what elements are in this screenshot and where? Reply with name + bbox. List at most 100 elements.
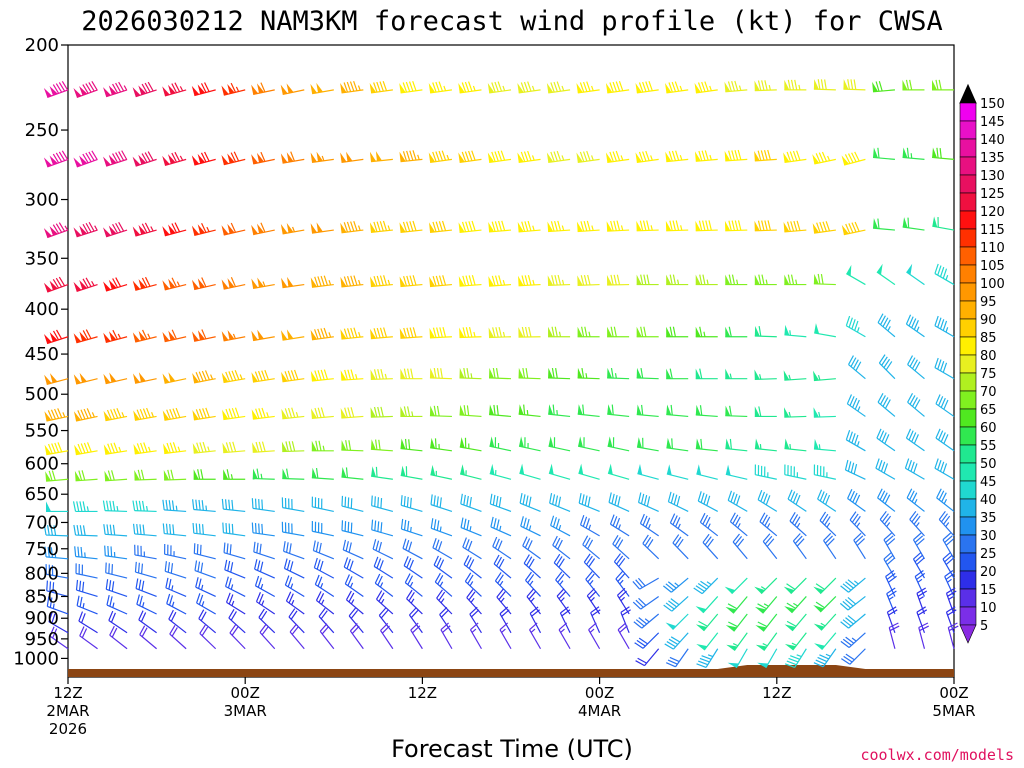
wind-barb-flag — [54, 442, 60, 453]
wind-barb-flag — [471, 150, 476, 161]
wind-barb-pennant — [251, 278, 258, 289]
wind-barb-half-flag — [766, 523, 771, 529]
wind-barb — [43, 524, 69, 537]
wind-barb-flag — [165, 499, 168, 511]
wind-barb-pennant — [459, 437, 465, 448]
wind-barb-flag — [880, 395, 886, 405]
wind-barb-flag — [380, 609, 389, 619]
wind-barb-pennant — [695, 438, 701, 450]
wind-barb — [907, 393, 925, 417]
wind-barb-flag — [520, 151, 526, 162]
wind-barb-pennant — [754, 220, 760, 231]
wind-barb-half-flag — [469, 581, 474, 587]
wind-barb-staff — [376, 598, 394, 615]
wind-barb-flag — [293, 369, 299, 380]
wind-barb-flag — [817, 656, 828, 663]
wind-barb-staff — [46, 478, 69, 482]
wind-barb-flag — [167, 469, 171, 480]
wind-barb-half-flag — [707, 654, 714, 658]
wind-barb-flag — [170, 611, 177, 622]
wind-barb — [400, 368, 423, 380]
wind-barb-staff — [787, 498, 807, 512]
wind-barb-flag — [590, 606, 600, 614]
wind-barb — [132, 523, 157, 537]
wind-barb-flag — [492, 367, 496, 379]
wind-barb-flag — [675, 517, 681, 527]
wind-barb-staff — [754, 378, 777, 381]
wind-barb-flag — [320, 369, 325, 380]
wind-barb-pennant — [138, 224, 147, 235]
wind-barb-flag — [232, 441, 237, 452]
wind-barb-staff — [341, 476, 364, 480]
wind-barb-flag — [887, 575, 897, 583]
wind-barb — [697, 491, 719, 512]
wind-barb-flag — [146, 407, 151, 418]
wind-barb-pennant — [814, 323, 820, 334]
wind-barb-pennant — [783, 152, 790, 163]
wind-barb-half-flag — [291, 599, 295, 606]
wind-barb-pennant — [607, 326, 613, 337]
colorbar-label: 150 — [980, 97, 1005, 112]
wind-barb-flag — [225, 371, 231, 382]
wind-barb — [162, 499, 187, 513]
wind-barb-flag — [147, 151, 154, 161]
wind-barb — [44, 408, 69, 422]
credit-link[interactable]: coolwx.com/models — [860, 746, 1014, 764]
wind-barb-flag — [350, 327, 355, 338]
wind-barb-flag — [346, 81, 352, 92]
wind-barb-flag — [645, 150, 650, 161]
wind-barb-flag — [697, 491, 702, 502]
wind-barb-half-flag — [529, 580, 534, 586]
colorbar-label: 50 — [980, 457, 997, 472]
wind-barb — [284, 575, 305, 597]
wind-barb-staff — [934, 467, 955, 480]
wind-barb-flag — [323, 369, 329, 380]
colorbar-label: 110 — [980, 241, 1005, 256]
wind-barb-flag — [706, 495, 711, 506]
wind-barb — [754, 577, 778, 595]
wind-barb — [134, 561, 157, 579]
wind-barb — [429, 405, 452, 418]
wind-barb-flag — [911, 492, 918, 503]
wind-barb-flag — [554, 326, 558, 337]
wind-barb-flag — [76, 501, 80, 512]
wind-barb-staff — [46, 556, 69, 560]
wind-barb-flag — [318, 542, 322, 554]
wind-barb-flag — [824, 79, 827, 90]
wind-barb-half-flag — [679, 85, 683, 91]
wind-barb — [436, 589, 453, 615]
wind-barb-flag — [403, 276, 408, 287]
wind-barb-flag — [174, 82, 181, 93]
wind-barb-flag — [467, 540, 473, 551]
wind-barb-flag — [945, 557, 955, 566]
wind-barb — [879, 510, 896, 537]
wind-barb-pennant — [251, 154, 259, 164]
wind-barb — [43, 329, 69, 345]
wind-barb-staff — [518, 413, 541, 418]
wind-barb — [104, 545, 128, 560]
wind-barb-pennant — [577, 275, 583, 286]
wind-barb — [221, 498, 246, 513]
wind-barb-flag — [438, 559, 445, 570]
wind-barb-staff — [489, 89, 512, 94]
wind-barb — [784, 464, 807, 480]
wind-barb-staff — [585, 578, 601, 597]
wind-barb-flag — [786, 151, 792, 162]
wind-barb-flag — [916, 572, 926, 580]
wind-barb — [285, 591, 305, 615]
wind-barb-half-flag — [350, 599, 355, 605]
wind-barb-flag — [670, 404, 673, 416]
wind-barb-flag — [222, 522, 225, 533]
wind-barb-half-flag — [52, 603, 55, 609]
wind-barb-flag — [468, 559, 475, 569]
wind-barb-flag — [766, 538, 775, 547]
wind-barb-half-flag — [355, 374, 358, 380]
wind-barb — [229, 624, 246, 650]
wind-barb-pennant — [133, 373, 140, 384]
wind-barb-staff — [695, 229, 718, 232]
wind-barb-half-flag — [439, 581, 444, 587]
wind-barb-staff — [374, 582, 394, 597]
wind-barb-staff — [813, 378, 836, 382]
wind-barb — [489, 463, 512, 480]
wind-barb-flag — [555, 518, 560, 529]
